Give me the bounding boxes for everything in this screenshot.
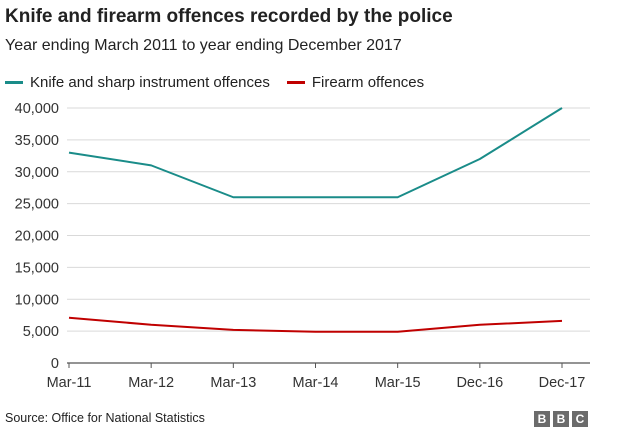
x-tick-label: Mar-15	[375, 375, 421, 391]
legend-swatch-knife	[5, 80, 23, 84]
legend-label-firearm: Firearm offences	[311, 73, 425, 91]
series-lines	[68, 107, 563, 333]
bbc-logo-letter: B	[534, 411, 550, 427]
y-tick-label: 40,000	[15, 101, 59, 117]
y-tick-label: 0	[51, 356, 59, 372]
x-tick-label: Dec-16	[456, 375, 503, 391]
y-tick-label: 10,000	[15, 292, 59, 308]
y-tick-label: 25,000	[15, 197, 59, 213]
y-tick-label: 5,000	[23, 324, 59, 340]
legend-item-firearm: Firearm offences	[286, 73, 425, 91]
legend-label-knife: Knife and sharp instrument offences	[30, 73, 270, 91]
y-tick-label: 30,000	[15, 165, 59, 181]
legend: Knife and sharp instrument offences Fire…	[5, 72, 441, 92]
y-axis-ticks: 0 5,000 10,000 15,000 20,000 25,000 30,000 35,0…	[15, 101, 59, 372]
series-line-knife	[68, 107, 563, 199]
x-tick-label: Mar-12	[128, 375, 174, 391]
bbc-logo-letter: B	[553, 411, 569, 427]
bbc-logo: B B C	[531, 411, 588, 427]
y-tick-label: 35,000	[15, 133, 59, 149]
x-tick-label: Mar-14	[293, 375, 339, 391]
chart-title: Knife and firearm offences recorded by t…	[5, 6, 453, 27]
gridlines	[67, 107, 590, 364]
x-axis-ticks: Mar-11 Mar-12 Mar-13 Mar-14 Mar-15 Dec-16 Dec-…	[47, 363, 586, 391]
legend-item-knife: Knife and sharp instrument offences	[5, 74, 270, 91]
chart-subtitle: Year ending March 2011 to year ending De…	[5, 37, 402, 54]
bbc-logo-letter: C	[572, 411, 588, 427]
source-note: Source: Office for National Statistics	[5, 411, 205, 425]
x-tick-label: Mar-13	[210, 375, 256, 391]
y-tick-label: 15,000	[15, 260, 59, 276]
x-tick-label: Mar-11	[47, 375, 92, 391]
y-tick-label: 20,000	[15, 229, 59, 245]
series-line-firearm	[68, 316, 563, 333]
x-tick-label: Dec-17	[539, 375, 586, 391]
legend-swatch-firearm	[286, 80, 305, 84]
